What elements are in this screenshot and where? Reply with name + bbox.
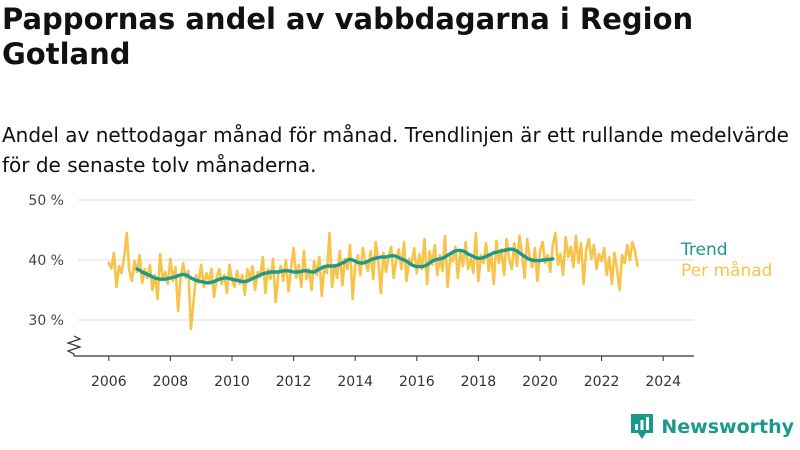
- x-tick-label: 2012: [276, 374, 312, 390]
- legend-label-trend: Trend: [680, 240, 728, 260]
- x-tick-label: 2020: [522, 374, 558, 390]
- y-tick-label: 40 %: [28, 253, 64, 269]
- monthly-series-line: [107, 231, 639, 331]
- x-tick-label: 2018: [461, 374, 497, 390]
- series: [107, 231, 639, 331]
- axis-break-marker: [66, 335, 82, 356]
- trend-series-line: [135, 247, 555, 285]
- chart-subtitle: Andel av nettodagar månad för månad. Tre…: [2, 123, 789, 177]
- y-tick-label: 30 %: [28, 313, 64, 329]
- x-tick-label: 2014: [337, 374, 373, 390]
- legend-label-monthly: Per månad: [681, 260, 772, 281]
- axes: 30 % 40 % 50 % 2006 2008 2010 2012 2014 2016 2018…: [28, 193, 694, 390]
- x-tick-label: 2010: [214, 374, 250, 390]
- brand-name: Newsworthy: [661, 416, 794, 438]
- y-tick-label: 50 %: [28, 193, 64, 209]
- bar-chart-pin-icon: [631, 414, 654, 439]
- newsworthy-logo: Newsworthy: [629, 412, 794, 442]
- x-tick-label: 2024: [645, 374, 681, 390]
- x-tick-label: 2008: [153, 374, 189, 390]
- x-tick-label: 2022: [584, 374, 620, 390]
- x-tick-label: 2016: [399, 374, 435, 390]
- chart-title: Pappornas andel av vabbdagarna i Region …: [2, 2, 694, 71]
- x-tick-label: 2006: [91, 374, 127, 390]
